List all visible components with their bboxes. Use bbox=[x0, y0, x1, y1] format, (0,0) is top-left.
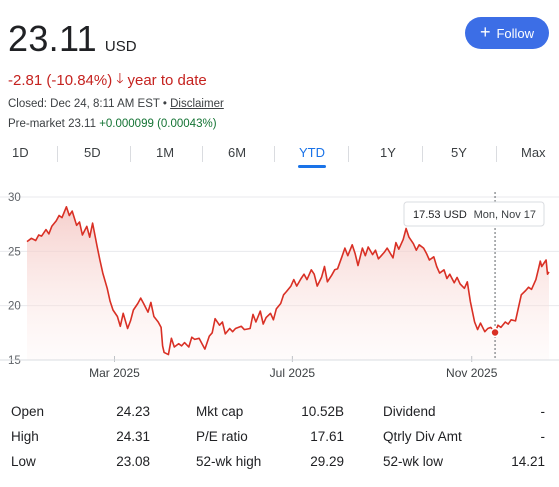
tooltip-date: Mon, Nov 17 bbox=[474, 209, 536, 221]
stat-value: 24.31 bbox=[116, 429, 150, 444]
hover-marker bbox=[490, 327, 500, 338]
arrow-down-icon: 🡓 bbox=[116, 70, 124, 86]
stat-label: Qtrly Div Amt bbox=[383, 429, 462, 444]
tab-separator bbox=[496, 146, 497, 162]
range-tabs: 1D 5D 1M 6M YTD 1Y 5Y Max bbox=[0, 145, 559, 171]
tab-separator bbox=[348, 146, 349, 162]
price-chart[interactable]: 30 25 20 15 Mar 2025 Jul 2025 Nov 2025 17.53 U… bbox=[0, 182, 559, 382]
tooltip-box bbox=[403, 201, 545, 227]
tab-1d[interactable]: 1D bbox=[12, 145, 29, 160]
stat-label: Low bbox=[11, 454, 36, 469]
price-line bbox=[26, 206, 550, 356]
chart-axes: 30 25 20 15 Mar 2025 Jul 2025 Nov 2025 bbox=[0, 192, 559, 380]
plus-icon: + bbox=[479, 22, 491, 42]
stat-value: 24.23 bbox=[116, 404, 150, 419]
stat-label: 52-wk high bbox=[196, 454, 262, 469]
stat-label: 52-wk low bbox=[383, 454, 444, 469]
stat-value: 23.08 bbox=[116, 454, 150, 469]
tab-5d[interactable]: 5D bbox=[84, 145, 101, 160]
tab-ytd[interactable]: YTD bbox=[299, 145, 325, 160]
tab-separator bbox=[422, 146, 423, 162]
stat-value: - bbox=[540, 429, 546, 444]
closed-text: Closed: Dec 24, 8:11 AM EST • bbox=[8, 98, 171, 110]
chart-tooltip: 17.53 USD Mon, Nov 17 bbox=[403, 192, 545, 360]
stat-label: Dividend bbox=[383, 404, 436, 419]
disclaimer-link[interactable]: Disclaimer bbox=[170, 98, 224, 110]
stat-label: P/E ratio bbox=[196, 429, 248, 444]
tab-separator bbox=[274, 146, 275, 162]
premarket-info: Pre-market 23.11 +0.000099 (0.00043%) bbox=[8, 118, 217, 130]
follow-label: Follow bbox=[496, 25, 535, 41]
y-tick-label: 25 bbox=[8, 246, 21, 258]
x-tick-label: Nov 2025 bbox=[446, 366, 498, 380]
stat-value: - bbox=[540, 404, 546, 419]
tab-separator bbox=[202, 146, 203, 162]
currency-label: USD bbox=[104, 38, 137, 55]
stat-value: 17.61 bbox=[310, 429, 344, 444]
stat-label: High bbox=[11, 429, 39, 444]
tooltip-price: 17.53 USD bbox=[413, 209, 467, 221]
price-header: 23.11 USD bbox=[8, 18, 137, 60]
tab-separator bbox=[57, 146, 58, 162]
chart-area bbox=[26, 206, 550, 360]
tab-1y[interactable]: 1Y bbox=[380, 145, 396, 160]
stat-value: 10.52B bbox=[301, 404, 344, 419]
stat-value: 29.29 bbox=[310, 454, 344, 469]
tab-1m[interactable]: 1M bbox=[156, 145, 175, 160]
y-tick-label: 30 bbox=[8, 192, 21, 204]
tab-5y[interactable]: 5Y bbox=[451, 145, 467, 160]
tab-max[interactable]: Max bbox=[521, 145, 546, 160]
tab-6m[interactable]: 6M bbox=[228, 145, 247, 160]
x-tick-label: Mar 2025 bbox=[89, 366, 140, 380]
stat-label: Mkt cap bbox=[196, 404, 244, 419]
follow-button[interactable]: + Follow bbox=[465, 17, 549, 49]
active-tab-indicator bbox=[298, 165, 326, 168]
y-tick-label: 15 bbox=[8, 355, 21, 367]
ytd-change: -2.81 (-10.84%) 🡓 year to date bbox=[8, 68, 207, 92]
change-period: year to date bbox=[127, 71, 207, 89]
tab-separator bbox=[130, 146, 131, 162]
stat-value: 14.21 bbox=[511, 454, 545, 469]
closed-info: Closed: Dec 24, 8:11 AM EST • Disclaimer bbox=[8, 98, 224, 110]
x-tick-label: Jul 2025 bbox=[270, 366, 316, 380]
premarket-label: Pre-market 23.11 bbox=[8, 118, 100, 130]
stat-label: Open bbox=[11, 404, 45, 419]
premarket-change: +0.000099 (0.00043%) bbox=[99, 118, 217, 130]
y-tick-label: 20 bbox=[8, 301, 21, 313]
current-price: 23.11 bbox=[8, 18, 97, 59]
change-value: -2.81 (-10.84%) bbox=[8, 71, 113, 89]
